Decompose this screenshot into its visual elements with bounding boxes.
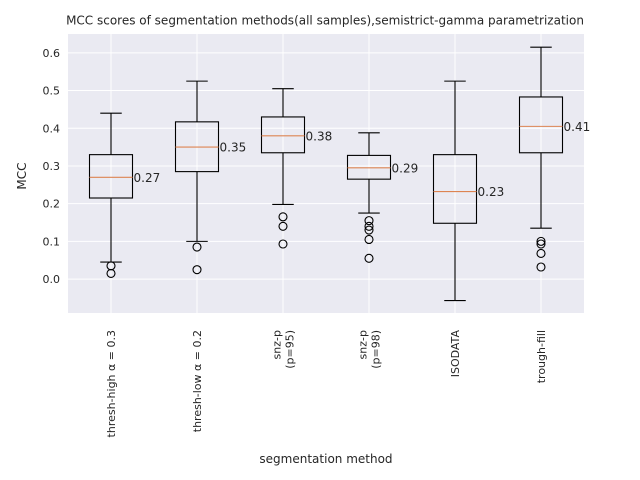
y-tick-label: 0.5	[43, 85, 61, 98]
outlier-point	[536, 248, 546, 258]
x-tick-label-line: trough-fill	[535, 330, 548, 383]
median-value-label: 0.27	[134, 171, 161, 185]
outlier-point	[364, 234, 374, 245]
x-axis-ticks: thresh-high α = 0.3 thresh-low α = 0.2 snz…	[105, 330, 548, 438]
outlier-point	[278, 221, 288, 231]
x-tick-label-line: ISODATA	[449, 330, 462, 378]
box-group: 0.41	[518, 46, 591, 272]
x-tick-label-line: (p=95)	[284, 330, 297, 369]
y-tick-label: 0.3	[43, 160, 61, 173]
box-iqr	[432, 154, 478, 224]
outlier-point	[536, 236, 546, 246]
outlier-point	[364, 225, 374, 235]
box-iqr	[88, 154, 134, 199]
outlier-point	[192, 242, 202, 252]
x-tick-label-line: snz-p	[357, 330, 370, 359]
outlier-point	[536, 262, 546, 272]
x-tick-label-line: (p=98)	[370, 330, 383, 369]
x-tick-label-line: thresh-low α = 0.2	[191, 330, 204, 432]
outlier-point	[278, 239, 288, 249]
y-axis-label: MCC	[15, 162, 29, 189]
x-tick-label: thresh-low α = 0.2	[191, 330, 204, 432]
box-group: 0.29	[346, 132, 419, 263]
y-tick-label: 0.6	[43, 47, 61, 60]
box-iqr	[518, 96, 564, 154]
x-tick-label: snz-p(p=95)	[271, 330, 297, 369]
box-iqr	[346, 154, 392, 180]
y-tick-label: 0.1	[43, 235, 61, 248]
median-value-label: 0.38	[306, 129, 333, 143]
outlier-point	[364, 216, 374, 226]
y-tick-label: 0.0	[43, 273, 61, 286]
outlier-point	[364, 221, 374, 231]
median-value-label: 0.41	[564, 120, 591, 134]
x-tick-label: thresh-high α = 0.3	[105, 330, 118, 437]
box-group: 0.35	[174, 80, 247, 275]
chart-title: MCC scores of segmentation methods(all s…	[66, 14, 584, 28]
x-tick-label-line: thresh-high α = 0.3	[105, 330, 118, 437]
plot-area	[68, 34, 584, 313]
box-group: 0.38	[260, 88, 333, 249]
median-value-label: 0.29	[392, 161, 419, 175]
x-tick-label: trough-fill	[535, 330, 548, 383]
x-axis-label: segmentation method	[259, 452, 392, 466]
outlier-point	[278, 212, 288, 222]
median-value-label: 0.35	[220, 141, 247, 155]
x-tick-label: ISODATA	[449, 330, 462, 378]
outlier-point	[106, 268, 116, 278]
x-tick-label-line: snz-p	[271, 330, 284, 359]
median-value-label: 0.23	[478, 185, 505, 199]
outlier-point	[192, 265, 202, 275]
y-tick-label: 0.4	[43, 122, 61, 135]
outlier-point	[364, 253, 374, 263]
box-group: 0.23	[432, 80, 505, 302]
box-iqr	[260, 116, 306, 154]
box-group: 0.27	[88, 112, 161, 278]
y-tick-label: 0.2	[43, 198, 61, 211]
x-tick-label: snz-p(p=98)	[357, 330, 383, 369]
boxes: 0.27 0.35 0.38 0.29 0.23 0.41	[88, 46, 591, 302]
y-axis-ticks: 0.0 0.1 0.2 0.3 0.4 0.5 0.6	[43, 47, 61, 286]
outlier-point	[536, 239, 546, 249]
